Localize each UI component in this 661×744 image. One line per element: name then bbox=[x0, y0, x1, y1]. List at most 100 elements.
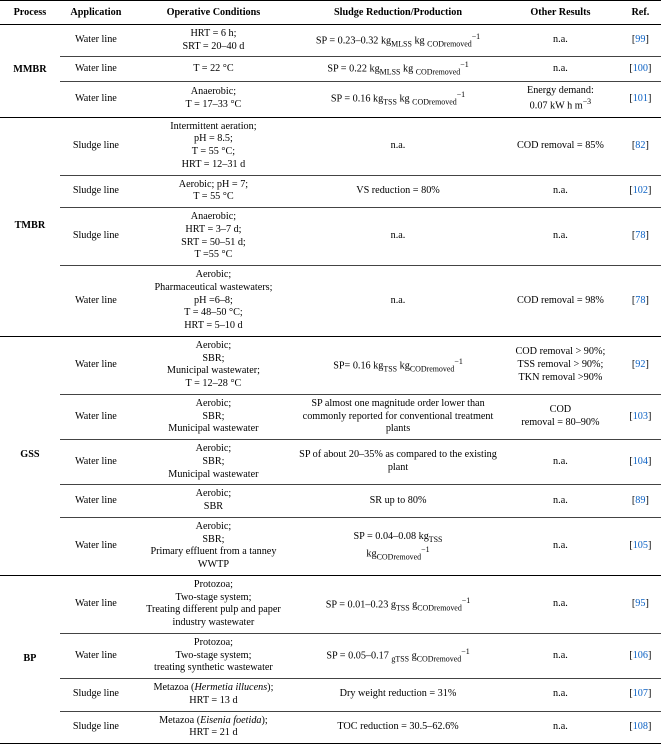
reduction-cell: n.a. bbox=[295, 208, 501, 266]
ref-link[interactable]: 108 bbox=[633, 721, 648, 732]
table-row: GSSWater lineAerobic;SBR;Municipal waste… bbox=[0, 336, 661, 394]
table-row: Sludge lineAerobic; pH = 7;T = 55 °CVS r… bbox=[0, 175, 661, 208]
process-cell: GSS bbox=[0, 336, 60, 575]
other-cell: n.a. bbox=[501, 517, 620, 575]
ref-link[interactable]: 78 bbox=[635, 230, 645, 241]
conditions-cell: Aerobic;SBR;Primary effluent from a tann… bbox=[132, 517, 295, 575]
ref-cell: [107] bbox=[620, 679, 661, 712]
reduction-cell: Dry weight reduction = 31% bbox=[295, 679, 501, 712]
table-row: MMBRWater lineHRT = 6 h;SRT = 20–40 dSP … bbox=[0, 24, 661, 57]
conditions-cell: Anaerobic;T = 17–33 °C bbox=[132, 81, 295, 117]
sludge-process-table: Process Application Operative Conditions… bbox=[0, 0, 661, 744]
other-cell: COD removal = 98% bbox=[501, 266, 620, 337]
process-cell: MMBR bbox=[0, 24, 60, 117]
ref-cell: [95] bbox=[620, 575, 661, 633]
conditions-cell: Metazoa (Eisenia foetida);HRT = 21 d bbox=[132, 711, 295, 744]
other-cell: n.a. bbox=[501, 711, 620, 744]
header-application: Application bbox=[60, 1, 132, 25]
other-cell: n.a. bbox=[501, 208, 620, 266]
table-row: Sludge lineMetazoa (Eisenia foetida);HRT… bbox=[0, 711, 661, 744]
process-cell: TMBR bbox=[0, 117, 60, 336]
ref-link[interactable]: 92 bbox=[635, 359, 645, 370]
other-cell: n.a. bbox=[501, 485, 620, 518]
ref-link[interactable]: 78 bbox=[635, 295, 645, 306]
ref-link[interactable]: 89 bbox=[635, 495, 645, 506]
conditions-cell: Protozoa;Two-stage system;treating synth… bbox=[132, 633, 295, 678]
header-process: Process bbox=[0, 1, 60, 25]
other-cell: Energy demand:0.07 kW h m−3 bbox=[501, 81, 620, 117]
other-cell: n.a. bbox=[501, 440, 620, 485]
ref-cell: [102] bbox=[620, 175, 661, 208]
application-cell: Sludge line bbox=[60, 711, 132, 744]
conditions-cell: Aerobic; pH = 7;T = 55 °C bbox=[132, 175, 295, 208]
conditions-cell: T = 22 °C bbox=[132, 57, 295, 81]
reduction-cell: SR up to 80% bbox=[295, 485, 501, 518]
other-cell: CODremoval = 80–90% bbox=[501, 394, 620, 439]
application-cell: Water line bbox=[60, 266, 132, 337]
header-ref: Ref. bbox=[620, 1, 661, 25]
reduction-cell: VS reduction = 80% bbox=[295, 175, 501, 208]
application-cell: Water line bbox=[60, 336, 132, 394]
header-conditions: Operative Conditions bbox=[132, 1, 295, 25]
conditions-cell: Aerobic;Pharmaceutical wastewaters;pH =6… bbox=[132, 266, 295, 337]
other-cell: n.a. bbox=[501, 24, 620, 57]
ref-link[interactable]: 99 bbox=[635, 34, 645, 45]
table-row: Water lineAerobic;SBR;Municipal wastewat… bbox=[0, 440, 661, 485]
other-cell: n.a. bbox=[501, 679, 620, 712]
reduction-cell: SP = 0.01–0.23 gTSS gCODremoved−1 bbox=[295, 575, 501, 633]
reduction-cell: SP = 0.23–0.32 kgMLSS kg CODremoved−1 bbox=[295, 24, 501, 57]
ref-cell: [82] bbox=[620, 117, 661, 175]
ref-cell: [103] bbox=[620, 394, 661, 439]
application-cell: Sludge line bbox=[60, 117, 132, 175]
ref-cell: [101] bbox=[620, 81, 661, 117]
process-cell: BP bbox=[0, 575, 60, 743]
application-cell: Water line bbox=[60, 517, 132, 575]
ref-link[interactable]: 95 bbox=[635, 598, 645, 609]
reduction-cell: n.a. bbox=[295, 266, 501, 337]
conditions-cell: Metazoa (Hermetia illucens);HRT = 13 d bbox=[132, 679, 295, 712]
conditions-cell: Aerobic;SBR;Municipal wastewater;T = 12–… bbox=[132, 336, 295, 394]
conditions-cell: Protozoa;Two-stage system;Treating diffe… bbox=[132, 575, 295, 633]
ref-cell: [99] bbox=[620, 24, 661, 57]
application-cell: Sludge line bbox=[60, 208, 132, 266]
table-row: Water lineT = 22 °CSP = 0.22 kgMLSS kg C… bbox=[0, 57, 661, 81]
ref-link[interactable]: 103 bbox=[633, 411, 648, 422]
table-row: Water lineAerobic;SBR;Municipal wastewat… bbox=[0, 394, 661, 439]
application-cell: Water line bbox=[60, 81, 132, 117]
ref-link[interactable]: 106 bbox=[633, 650, 648, 661]
conditions-cell: Aerobic;SBR;Municipal wastewater bbox=[132, 394, 295, 439]
ref-cell: [100] bbox=[620, 57, 661, 81]
ref-cell: [106] bbox=[620, 633, 661, 678]
ref-cell: [78] bbox=[620, 266, 661, 337]
reduction-cell: SP = 0.22 kgMLSS kg CODremoved−1 bbox=[295, 57, 501, 81]
application-cell: Water line bbox=[60, 633, 132, 678]
reduction-cell: SP of about 20–35% as compared to the ex… bbox=[295, 440, 501, 485]
other-cell: n.a. bbox=[501, 175, 620, 208]
table-row: BPWater lineProtozoa;Two-stage system;Tr… bbox=[0, 575, 661, 633]
reduction-cell: SP almost one magnitude order lower than… bbox=[295, 394, 501, 439]
application-cell: Sludge line bbox=[60, 679, 132, 712]
ref-link[interactable]: 102 bbox=[633, 185, 648, 196]
application-cell: Water line bbox=[60, 575, 132, 633]
ref-link[interactable]: 104 bbox=[633, 456, 648, 467]
application-cell: Water line bbox=[60, 485, 132, 518]
ref-link[interactable]: 100 bbox=[633, 63, 648, 74]
table-row: Sludge lineAnaerobic;HRT = 3–7 d;SRT = 5… bbox=[0, 208, 661, 266]
other-cell: n.a. bbox=[501, 633, 620, 678]
ref-link[interactable]: 101 bbox=[633, 93, 648, 104]
ref-link[interactable]: 105 bbox=[633, 540, 648, 551]
table-row: Water lineProtozoa;Two-stage system;trea… bbox=[0, 633, 661, 678]
table-row: Water lineAerobic;Pharmaceutical wastewa… bbox=[0, 266, 661, 337]
reduction-cell: SP= 0.16 kgTSS kgCODremoved−1 bbox=[295, 336, 501, 394]
header-other: Other Results bbox=[501, 1, 620, 25]
other-cell: n.a. bbox=[501, 57, 620, 81]
conditions-cell: HRT = 6 h;SRT = 20–40 d bbox=[132, 24, 295, 57]
ref-link[interactable]: 82 bbox=[635, 140, 645, 151]
other-cell: COD removal = 85% bbox=[501, 117, 620, 175]
ref-link[interactable]: 107 bbox=[633, 688, 648, 699]
header-reduction: Sludge Reduction/Production bbox=[295, 1, 501, 25]
ref-cell: [89] bbox=[620, 485, 661, 518]
table-row: Sludge lineMetazoa (Hermetia illucens);H… bbox=[0, 679, 661, 712]
reduction-cell: SP = 0.04–0.08 kgTSSkgCODremoved−1 bbox=[295, 517, 501, 575]
table-row: Water lineAerobic;SBR;Primary effluent f… bbox=[0, 517, 661, 575]
